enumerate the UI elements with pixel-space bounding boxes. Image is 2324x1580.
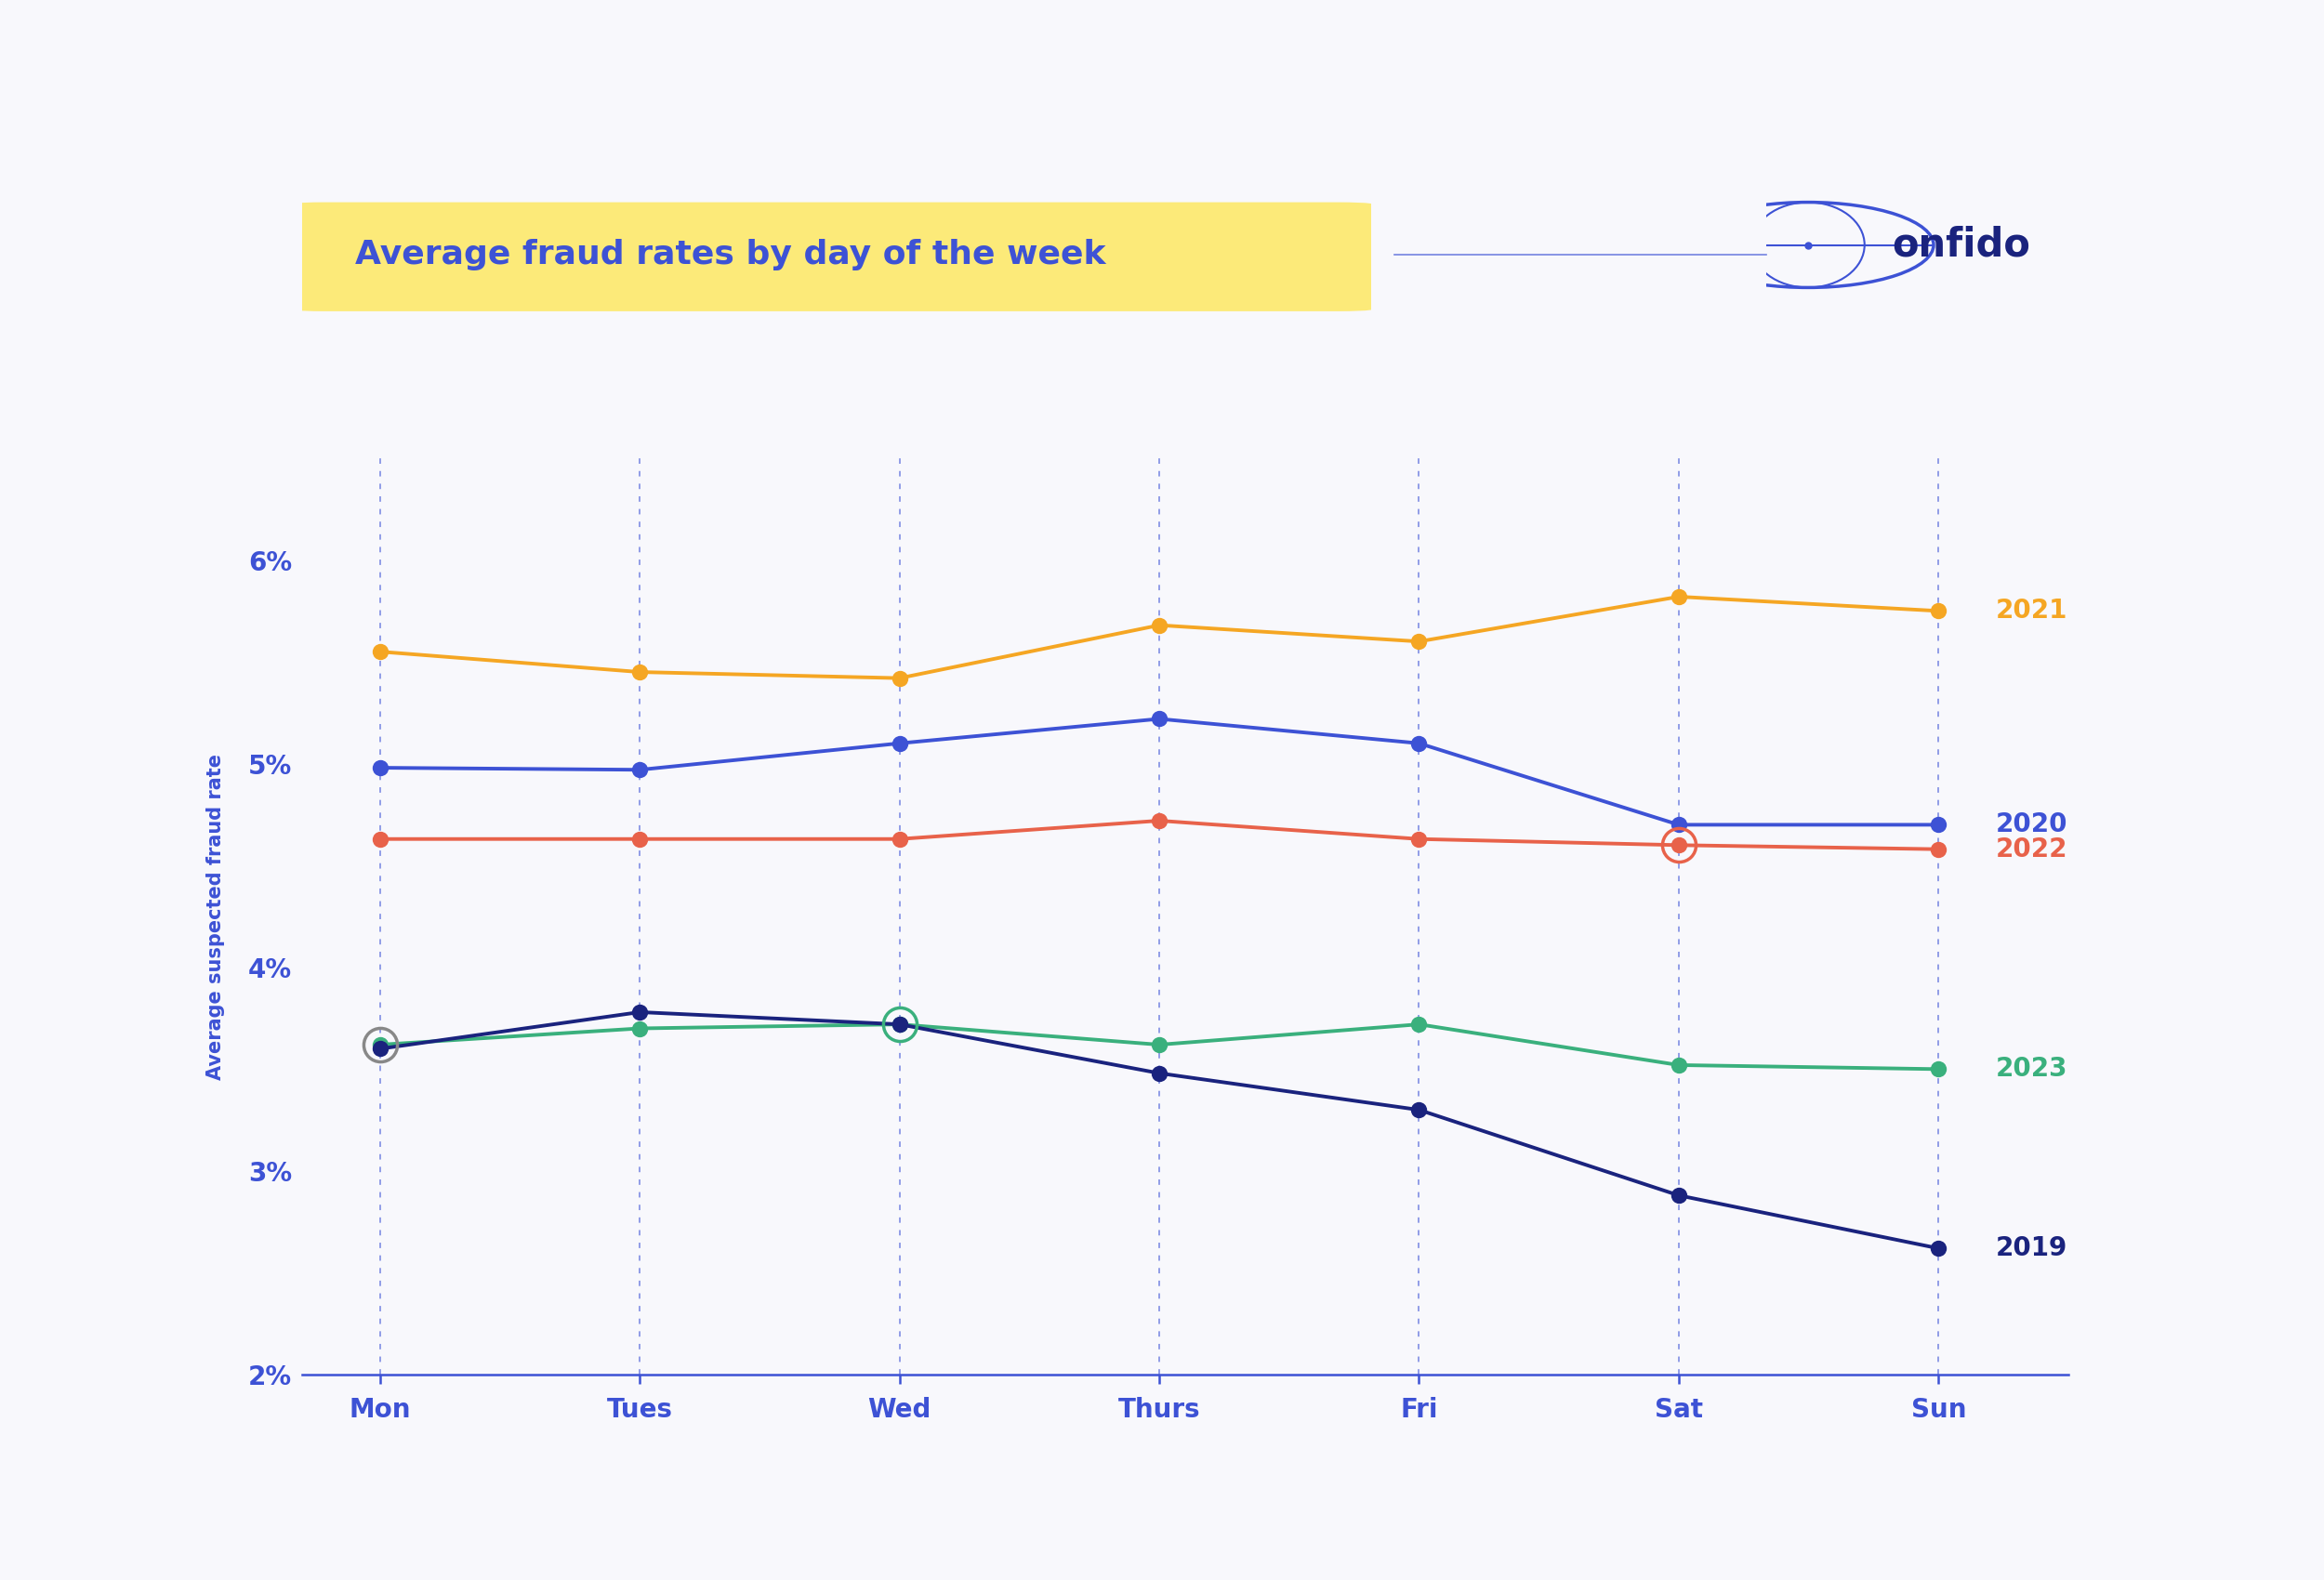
Text: 2020: 2020	[1996, 812, 2068, 837]
Text: onfido: onfido	[1892, 226, 2031, 264]
Text: 2021: 2021	[1996, 597, 2068, 624]
Y-axis label: Average suspected fraud rate: Average suspected fraud rate	[207, 754, 225, 1079]
Text: Average fraud rates by day of the week: Average fraud rates by day of the week	[356, 239, 1106, 270]
Text: 2019: 2019	[1996, 1236, 2068, 1261]
Text: 2023: 2023	[1996, 1055, 2068, 1082]
FancyBboxPatch shape	[281, 202, 1383, 311]
Text: 2022: 2022	[1996, 836, 2068, 863]
